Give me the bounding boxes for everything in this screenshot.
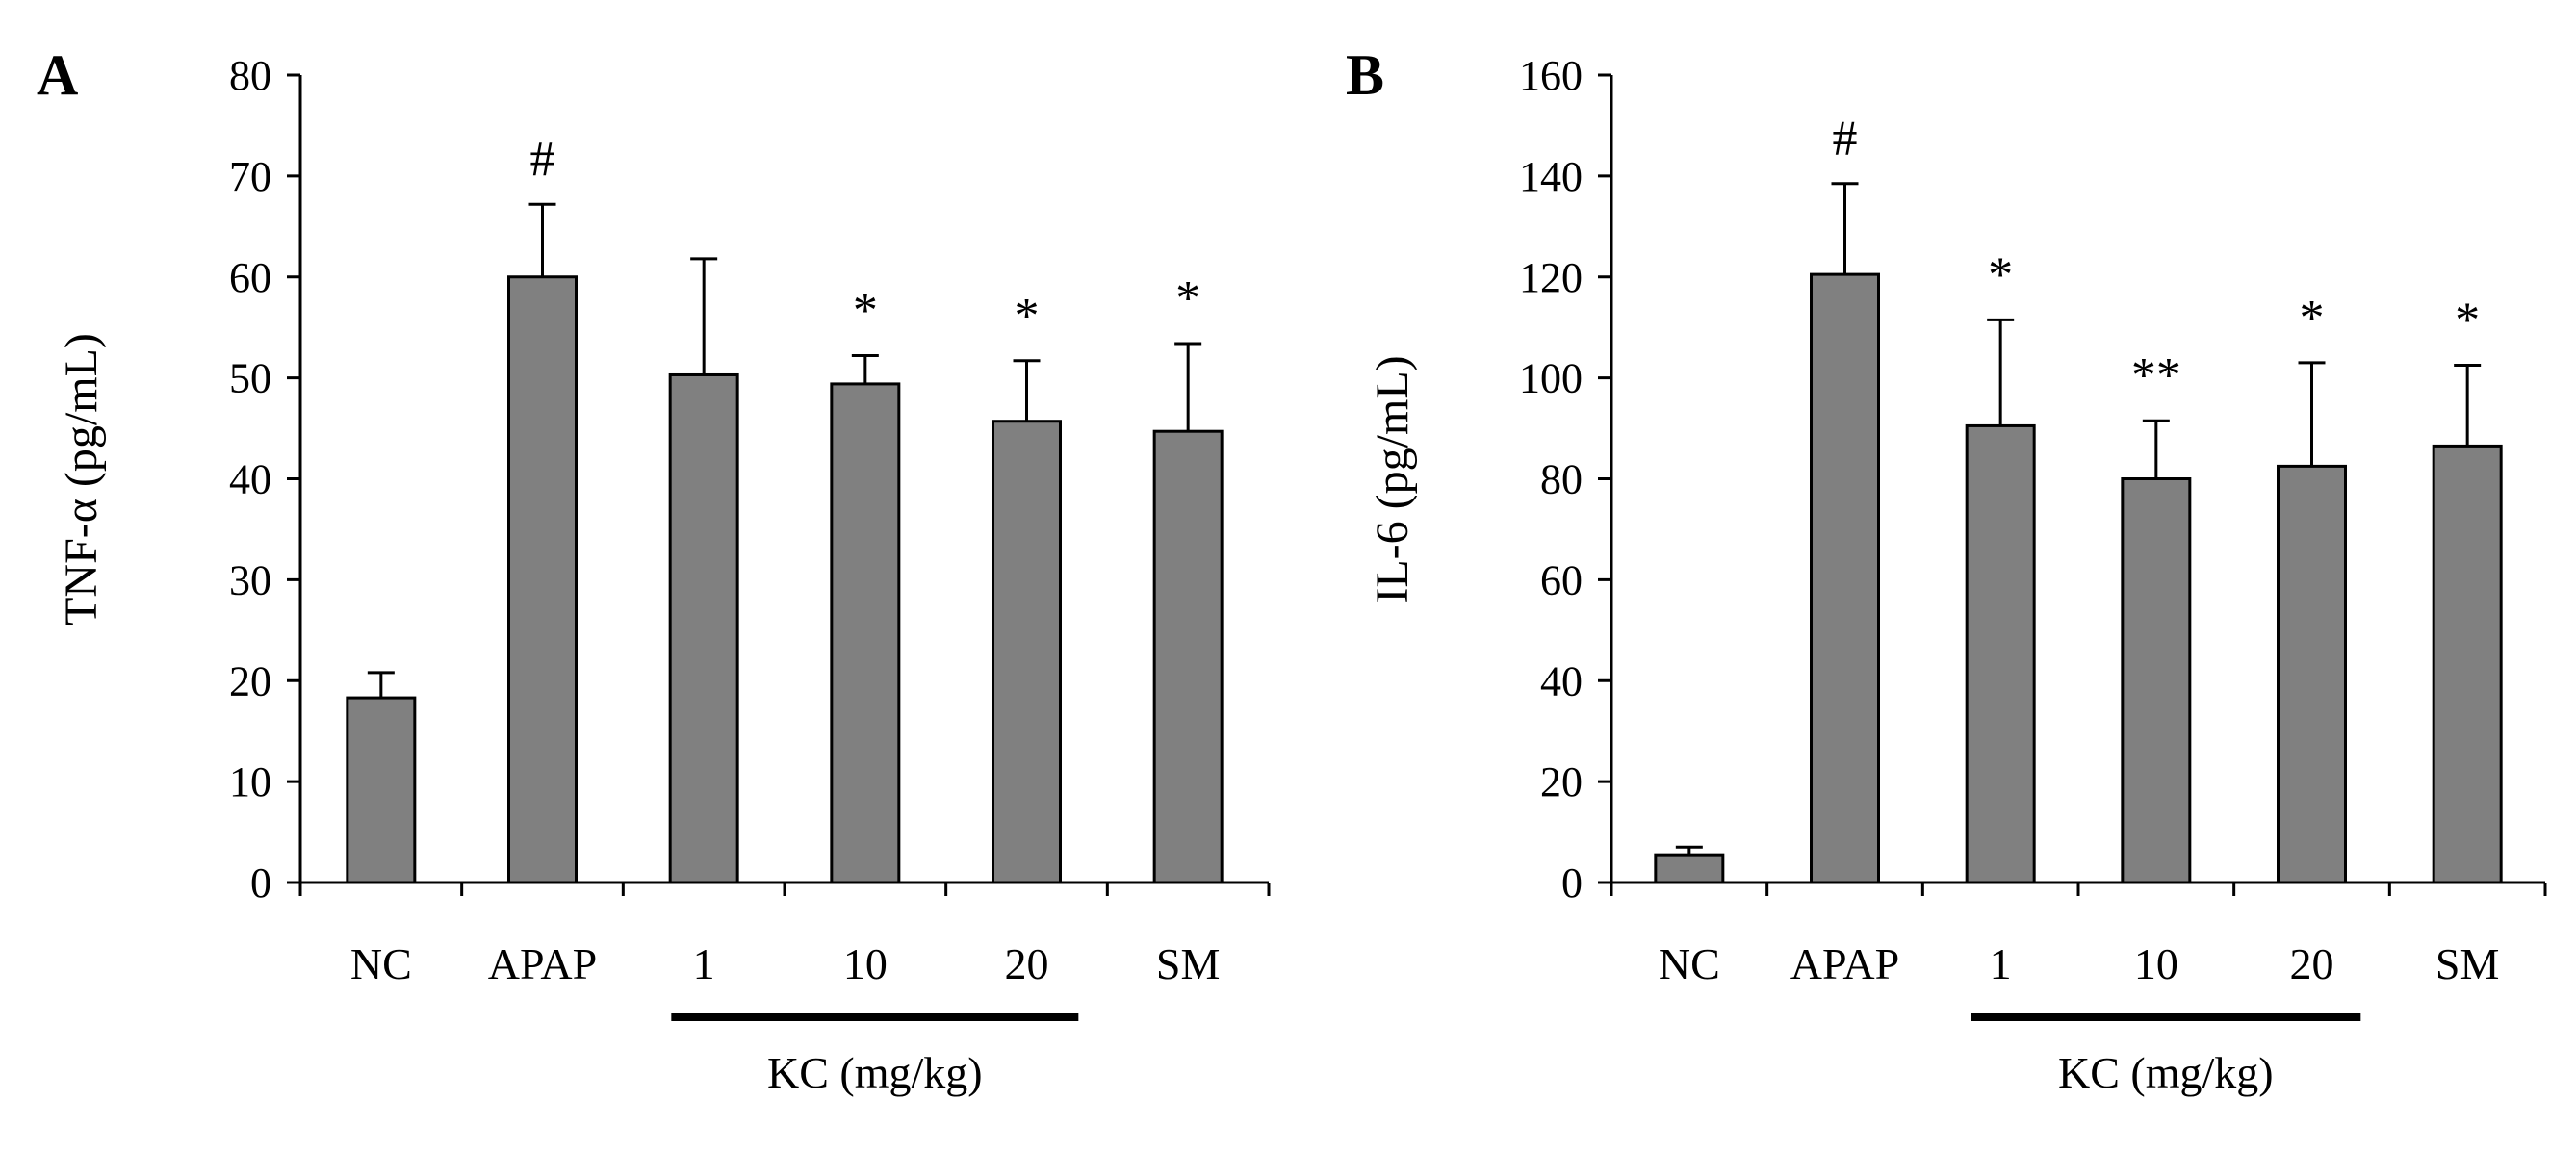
x-category-label: 1: [1990, 939, 2012, 988]
x-category-label: APAP: [1790, 939, 1899, 988]
bar-nc: [346, 696, 417, 884]
significance-marker: #: [1833, 112, 1858, 166]
significance-marker: *: [2455, 294, 2480, 348]
significance-marker: *: [853, 284, 878, 339]
x-category-label: SM: [1156, 939, 1220, 988]
bar-apap: [1810, 272, 1880, 884]
y-axis-title: TNF-α (pg/mL): [56, 333, 107, 626]
y-tick-label: 40: [229, 456, 271, 503]
group-label: KC (mg/kg): [767, 1048, 983, 1097]
x-category-label: 20: [1005, 939, 1049, 988]
significance-marker: *: [1015, 289, 1040, 344]
significance-marker: *: [2300, 291, 2325, 346]
bar-apap: [507, 275, 578, 884]
bar-nc: [1654, 853, 1725, 884]
y-tick-label: 20: [229, 657, 271, 704]
y-axis-title: IL-6 (pg/mL): [1367, 355, 1418, 602]
significance-marker: *: [1988, 247, 2013, 302]
panel-label: B: [1346, 43, 1384, 107]
bar-10: [2121, 477, 2192, 884]
y-tick-label: 80: [1540, 456, 1583, 503]
y-tick-label: 100: [1519, 355, 1583, 402]
bar-1: [1965, 423, 2036, 884]
y-tick-label: 50: [229, 355, 271, 402]
y-tick-label: 60: [229, 254, 271, 301]
y-tick-label: 40: [1540, 657, 1583, 704]
y-tick-label: 80: [229, 52, 271, 99]
significance-marker: #: [530, 132, 555, 187]
y-tick-label: 20: [1540, 758, 1583, 806]
bar-sm: [1152, 429, 1224, 884]
x-category-label: 1: [693, 939, 715, 988]
x-category-label: SM: [2435, 939, 2499, 988]
bar-sm: [2432, 444, 2503, 884]
y-tick-label: 140: [1519, 153, 1583, 200]
significance-marker: **: [2131, 348, 2181, 403]
bar-1: [668, 372, 739, 884]
x-category-label: 10: [2134, 939, 2178, 988]
x-category-label: 10: [843, 939, 888, 988]
y-tick-label: 70: [229, 153, 271, 200]
bar-20: [992, 420, 1062, 884]
y-tick-label: 10: [229, 758, 271, 806]
significance-marker: *: [1175, 271, 1200, 326]
panel-label: A: [37, 43, 78, 107]
y-tick-label: 0: [1561, 859, 1583, 907]
y-tick-label: 160: [1519, 52, 1583, 99]
x-category-label: 20: [2290, 939, 2334, 988]
group-label: KC (mg/kg): [2058, 1048, 2274, 1097]
x-category-label: NC: [350, 939, 412, 988]
bar-10: [830, 382, 901, 884]
bar-20: [2277, 464, 2347, 884]
x-category-label: NC: [1659, 939, 1720, 988]
y-tick-label: 30: [229, 556, 271, 603]
x-category-label: APAP: [488, 939, 597, 988]
y-tick-label: 60: [1540, 556, 1583, 603]
panel-a-chart: A 0 10 20 30 40 50 60 70 80 TNF-α (pg/mL) NC # APAP 1 *…: [37, 43, 1271, 1097]
y-tick-label: 0: [250, 859, 271, 907]
y-tick-label: 120: [1519, 254, 1583, 301]
